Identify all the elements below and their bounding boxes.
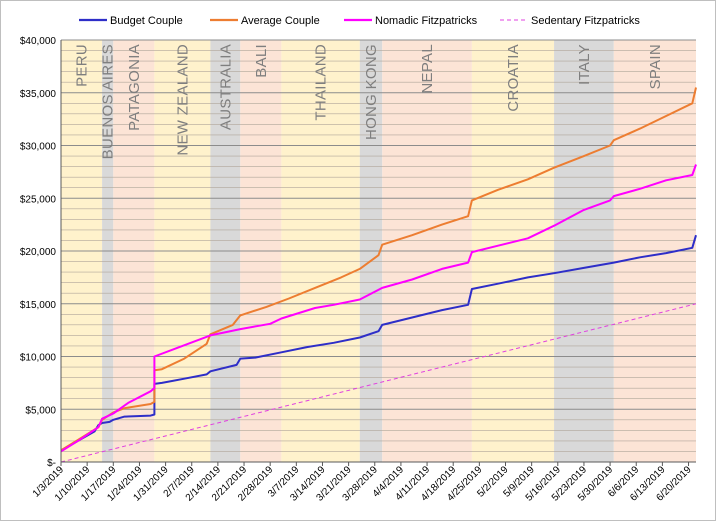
- country-label: NEW ZEALAND: [174, 44, 191, 156]
- y-tick-label: $30,000: [20, 142, 57, 153]
- x-axis-tick-labels: 1/3/20191/10/20191/17/20191/24/20191/31/…: [31, 462, 694, 504]
- budget-couple-line: [60, 234, 697, 452]
- country-label: BUENOS AIRES: [100, 44, 117, 159]
- y-tick-label: $25,000: [20, 194, 57, 205]
- gridlines: [61, 39, 696, 452]
- country-label: THAILAND: [313, 44, 330, 121]
- country-labels: PERU BUENOS AIRES PATAGONIA NEW ZEALAND AUST…: [74, 44, 664, 159]
- nomadic-fitzpatricks-line: [60, 164, 697, 453]
- country-label: ITALY: [576, 44, 593, 85]
- country-label: NEPAL: [419, 44, 436, 94]
- legend-label: Budget Couple: [110, 15, 183, 27]
- y-tick-label: $20,000: [20, 247, 57, 258]
- axes: [60, 40, 696, 463]
- country-label: CROATIA: [505, 44, 522, 112]
- country-label: HONG KONG: [363, 44, 380, 140]
- y-tick-label: $5,000: [25, 405, 56, 416]
- country-label: PATAGONIA: [126, 44, 143, 131]
- y-tick-label: $35,000: [20, 89, 57, 100]
- country-label: SPAIN: [647, 44, 664, 89]
- legend-label: Nomadic Fitzpatricks: [375, 15, 478, 27]
- y-tick-label: $10,000: [20, 353, 57, 364]
- legend-label: Average Couple: [241, 15, 320, 27]
- y-tick-label: $40,000: [20, 36, 57, 47]
- country-label: BALI: [253, 44, 270, 78]
- average-couple-line: [60, 87, 697, 452]
- y-axis-tick-labels: $- $5,000 $10,000 $15,000 $20,000 $25,000 $30,…: [20, 36, 57, 469]
- y-tick-label: $15,000: [20, 300, 57, 311]
- y-tick-label: $-: [47, 458, 56, 469]
- legend-label: Sedentary Fitzpatricks: [531, 15, 640, 27]
- country-label: AUSTRALIA: [217, 44, 234, 130]
- legend: Budget Couple Average Couple Nomadic Fitzp…: [79, 15, 640, 27]
- series-lines: [60, 87, 697, 463]
- country-label: PERU: [74, 44, 91, 87]
